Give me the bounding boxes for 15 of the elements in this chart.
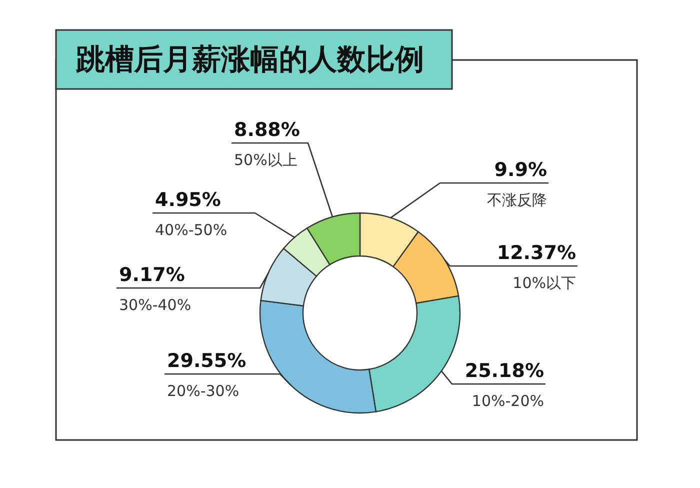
- slice-label: 10%-20%: [472, 392, 544, 410]
- slice-label: 不涨反降: [487, 191, 547, 209]
- slice-label: 40%-50%: [155, 221, 228, 239]
- data-label: 4.95%: [155, 189, 221, 211]
- data-label: 8.88%: [234, 119, 300, 141]
- data-label: 12.37%: [496, 242, 576, 264]
- data-label: 9.17%: [119, 264, 185, 286]
- slice-label: 30%-40%: [119, 296, 192, 314]
- data-label: 9.9%: [494, 159, 547, 181]
- data-label: 25.18%: [464, 360, 544, 382]
- slice-label: 20%-30%: [167, 382, 240, 400]
- chart-title: 跳槽后月薪涨幅的人数比例: [75, 42, 424, 76]
- slice-label: 50%以上: [234, 151, 298, 169]
- slice-label: 10%以下: [512, 274, 576, 292]
- data-label: 29.55%: [167, 350, 246, 372]
